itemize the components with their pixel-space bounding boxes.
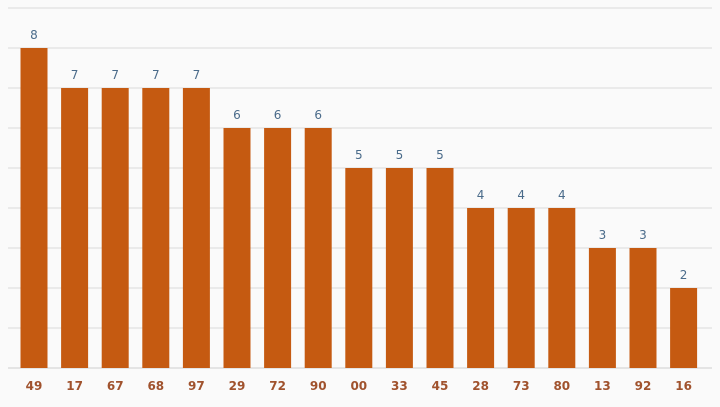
value-label-13: 3 xyxy=(599,228,607,242)
bar-00 xyxy=(345,168,373,368)
category-label-73: 73 xyxy=(513,379,530,393)
value-label-90: 6 xyxy=(314,108,322,122)
value-label-16: 2 xyxy=(680,268,688,282)
value-label-80: 4 xyxy=(558,188,566,202)
bar-90 xyxy=(304,128,332,368)
value-label-45: 5 xyxy=(436,148,444,162)
category-label-80: 80 xyxy=(553,379,570,393)
category-label-72: 72 xyxy=(269,379,286,393)
category-label-67: 67 xyxy=(107,379,124,393)
value-label-73: 4 xyxy=(517,188,525,202)
category-labels: 49 17 67 68 97 29 72 90 00 33 45 28 73 80 13 92 16 xyxy=(26,379,692,393)
category-label-97: 97 xyxy=(188,379,205,393)
bar-45 xyxy=(426,168,454,368)
bars xyxy=(20,48,698,368)
value-label-67: 7 xyxy=(111,68,119,82)
value-label-49: 8 xyxy=(30,28,38,42)
bar-67 xyxy=(101,88,129,368)
value-label-92: 3 xyxy=(639,228,647,242)
bar-17 xyxy=(61,88,89,368)
bar-72 xyxy=(264,128,292,368)
bar-92 xyxy=(629,248,657,368)
value-label-68: 7 xyxy=(152,68,160,82)
bar-33 xyxy=(385,168,413,368)
bar-68 xyxy=(142,88,170,368)
bar-49 xyxy=(20,48,48,368)
category-label-29: 29 xyxy=(229,379,246,393)
category-label-90: 90 xyxy=(310,379,327,393)
category-label-17: 17 xyxy=(66,379,83,393)
category-label-45: 45 xyxy=(432,379,449,393)
bar-28 xyxy=(467,208,495,368)
bar-16 xyxy=(670,288,698,368)
category-label-13: 13 xyxy=(594,379,611,393)
bar-13 xyxy=(588,248,616,368)
value-label-29: 6 xyxy=(233,108,241,122)
value-label-28: 4 xyxy=(477,188,485,202)
bar-29 xyxy=(223,128,251,368)
value-label-72: 6 xyxy=(274,108,282,122)
category-label-16: 16 xyxy=(675,379,692,393)
category-label-00: 00 xyxy=(350,379,367,393)
category-label-33: 33 xyxy=(391,379,408,393)
category-label-92: 92 xyxy=(635,379,652,393)
value-label-17: 7 xyxy=(71,68,79,82)
category-label-68: 68 xyxy=(147,379,164,393)
category-label-28: 28 xyxy=(472,379,489,393)
value-label-97: 7 xyxy=(193,68,201,82)
bar-73 xyxy=(507,208,535,368)
value-label-33: 5 xyxy=(396,148,404,162)
value-labels: 8 7 7 7 7 6 6 6 5 5 5 4 4 4 3 3 2 xyxy=(30,28,687,282)
bar-97 xyxy=(182,88,210,368)
value-label-00: 5 xyxy=(355,148,363,162)
bar-80 xyxy=(548,208,576,368)
category-label-49: 49 xyxy=(26,379,43,393)
